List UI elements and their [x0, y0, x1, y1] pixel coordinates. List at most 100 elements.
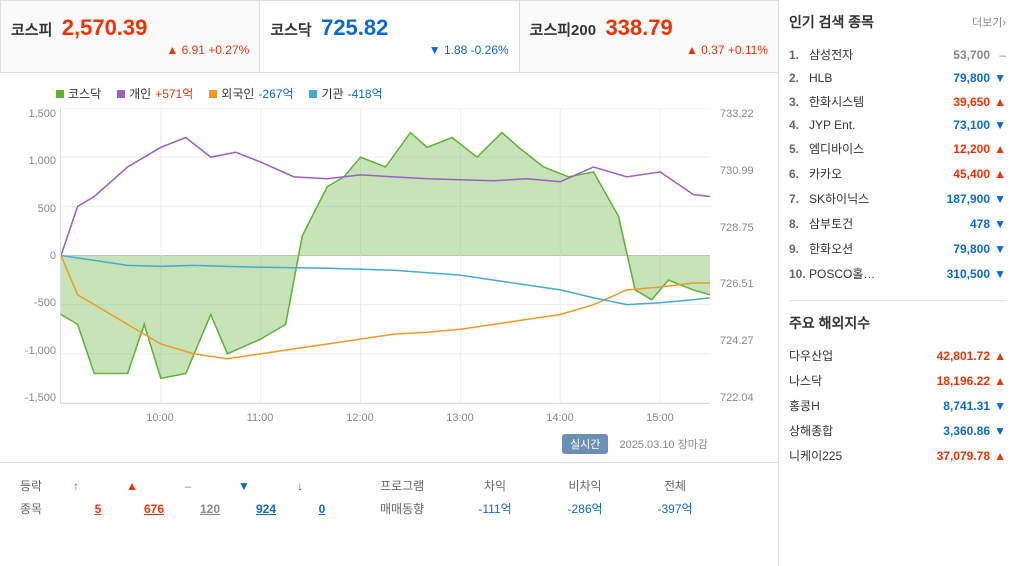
intl-row[interactable]: 나스닥18,196.22▲: [789, 368, 1006, 393]
x-tick: 14:00: [546, 412, 574, 424]
index-name: 코스닥: [270, 22, 311, 39]
index-name: 코스피: [11, 22, 52, 39]
index-change: ▲ 0.37 +0.11%: [530, 43, 768, 57]
stock-name: 한화시스템: [809, 93, 926, 110]
stock-name: SK하이닉스: [809, 190, 926, 207]
count-value[interactable]: 120: [182, 502, 238, 516]
intl-name: 홍콩H: [789, 397, 914, 414]
intl-name: 상해종합: [789, 422, 914, 439]
legend-swatch: [56, 90, 64, 98]
x-axis: 10:0011:0012:0013:0014:0015:00: [60, 408, 710, 428]
dashboard: 코스피 2,570.39▲ 6.91 +0.27%코스닥 725.82▼ 1.8…: [0, 0, 1016, 566]
stock-row[interactable]: 3.한화시스템39,650▲: [789, 89, 1006, 114]
stock-rank: 9.: [789, 242, 809, 256]
direction-icon: ▲: [990, 95, 1006, 109]
program-header: 차익: [450, 477, 540, 494]
bottom-left-label: 종목: [20, 500, 70, 517]
realtime-button[interactable]: 실시간: [562, 434, 608, 454]
x-tick: 11:00: [247, 412, 274, 424]
direction-icon: ▼: [238, 479, 250, 493]
stock-rank: 7.: [789, 192, 809, 206]
stock-rank: 2.: [789, 71, 809, 85]
intl-row[interactable]: 상해종합3,360.86▼: [789, 418, 1006, 443]
stock-name: 엠디바이스: [809, 140, 926, 157]
count-value[interactable]: 5: [70, 502, 126, 516]
direction-icon: ▼: [990, 242, 1006, 256]
index-value: 725.82: [321, 15, 388, 40]
program-header: 전체: [630, 477, 720, 494]
intl-row[interactable]: 홍콩H8,741.31▼: [789, 393, 1006, 418]
stock-rank: 5.: [789, 142, 809, 156]
sidebar: 인기 검색 종목 더보기› 1.삼성전자53,700–2.HLB79,800▼3…: [778, 0, 1016, 566]
index-tab-1[interactable]: 코스닥 725.82▼ 1.88 -0.26%: [259, 0, 519, 72]
legend-label: 외국인: [221, 85, 254, 102]
index-change: ▲ 6.91 +0.27%: [11, 43, 249, 57]
stock-row[interactable]: 2.HLB79,800▼: [789, 67, 1006, 89]
stock-name: POSCO홀…: [809, 265, 926, 282]
index-tab-2[interactable]: 코스피200 338.79▲ 0.37 +0.11%: [519, 0, 779, 72]
stock-rank: 1.: [789, 48, 809, 62]
legend-label: 기관: [321, 85, 343, 102]
legend-value: -267억: [258, 85, 293, 102]
legend-label: 개인: [129, 85, 151, 102]
stock-rank: 3.: [789, 95, 809, 109]
stock-name: 한화오션: [809, 240, 926, 257]
index-tab-0[interactable]: 코스피 2,570.39 ▲ 6.91 +0.27%: [0, 0, 260, 72]
stock-rank: 8.: [789, 217, 809, 231]
more-link[interactable]: 더보기›: [972, 14, 1006, 30]
stock-row[interactable]: 6.카카오45,400▲: [789, 161, 1006, 186]
direction-icon: ▲: [990, 167, 1006, 181]
stock-price: 39,650: [926, 95, 990, 109]
count-value[interactable]: 0: [294, 502, 350, 516]
stock-row[interactable]: 4.JYP Ent.73,100▼: [789, 114, 1006, 136]
intl-row[interactable]: 니케이22537,079.78▲: [789, 443, 1006, 468]
stock-price: 45,400: [926, 167, 990, 181]
legend-item: 기관 -418억: [309, 85, 382, 102]
chart-legend: 코스닥 개인 +571억 외국인 -267억 기관 -418억: [56, 85, 758, 102]
x-tick: 12:00: [346, 412, 374, 424]
chart-plot: [60, 108, 710, 404]
stock-price: 478: [926, 217, 990, 231]
intl-price: 37,079.78: [914, 449, 990, 463]
intl-row[interactable]: 다우산업42,801.72▲: [789, 343, 1006, 368]
stock-rank: 6.: [789, 167, 809, 181]
bottom-left-label: 등락: [20, 477, 70, 494]
program-label: 매매동향: [380, 500, 450, 517]
program-value: -111억: [450, 500, 540, 517]
legend-value: +571억: [155, 85, 193, 102]
stock-row[interactable]: 9.한화오션79,800▼: [789, 236, 1006, 261]
index-tabs: 코스피 2,570.39 ▲ 6.91 +0.27% 코스닥 725.82▼ 1.8…: [0, 0, 778, 73]
chart-area: 코스닥개인 +571억외국인 -267억기관 -418억 1,5001,0005…: [0, 73, 778, 462]
y-left-tick: -1,000: [20, 345, 56, 357]
x-tick: 13:00: [446, 412, 474, 424]
count-value[interactable]: 676: [126, 502, 182, 516]
index-value: 2,570.39: [62, 15, 148, 40]
direction-icon: –: [990, 48, 1006, 62]
direction-icon: ↑: [70, 479, 82, 493]
intl-price: 3,360.86: [914, 424, 990, 438]
stock-row[interactable]: 8.삼부토건478▼: [789, 211, 1006, 236]
stock-name: 삼성전자: [809, 46, 926, 63]
bottom-right: 프로그램차익비차익전체매매동향-111억-286억-397억: [380, 477, 720, 517]
count-value[interactable]: 924: [238, 502, 294, 516]
stock-row[interactable]: 1.삼성전자53,700–: [789, 42, 1006, 67]
popular-title: 인기 검색 종목 더보기›: [789, 12, 1006, 32]
direction-icon: ↓: [294, 479, 306, 493]
stock-row[interactable]: 10.POSCO홀…310,500▼: [789, 261, 1006, 286]
stock-row[interactable]: 7.SK하이닉스187,900▼: [789, 186, 1006, 211]
intl-title: 주요 해외지수: [789, 313, 1006, 333]
direction-icon: ▼: [990, 71, 1006, 85]
y-axis-left: 1,5001,0005000-500-1,000-1,500: [20, 108, 56, 404]
stock-price: 73,100: [926, 118, 990, 132]
legend-item: 코스닥: [56, 85, 101, 102]
chart-footer: 실시간 2025.03.10 장마감: [20, 428, 758, 462]
y-left-tick: 500: [20, 203, 56, 215]
stock-rank: 4.: [789, 118, 809, 132]
index-name: 코스피200: [530, 22, 596, 39]
y-left-tick: 1,000: [20, 155, 56, 167]
stock-row[interactable]: 5.엠디바이스12,200▲: [789, 136, 1006, 161]
direction-icon: ▲: [126, 479, 138, 493]
program-label: 프로그램: [380, 477, 450, 494]
intl-name: 나스닥: [789, 372, 914, 389]
stock-name: 삼부토건: [809, 215, 926, 232]
